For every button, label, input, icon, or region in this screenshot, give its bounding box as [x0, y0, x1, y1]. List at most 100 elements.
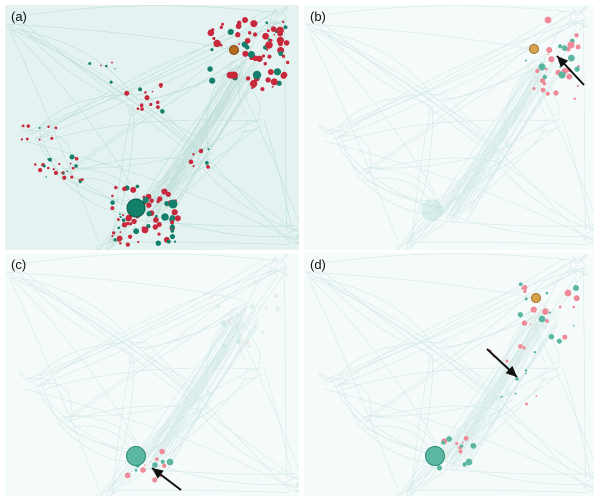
edge [435, 306, 536, 349]
edge [441, 308, 533, 464]
edge [272, 6, 288, 24]
edge [329, 9, 578, 136]
network-node [286, 60, 290, 65]
network-node [548, 311, 551, 314]
arrow-icon [486, 348, 518, 378]
network-node [518, 344, 523, 349]
network-node [441, 440, 446, 445]
network-node [46, 166, 50, 170]
network-node [280, 72, 287, 79]
network-node [74, 156, 79, 161]
network-node [545, 91, 550, 96]
network-node [235, 340, 239, 344]
edge [318, 373, 334, 384]
network-node [146, 202, 152, 208]
network-node [530, 306, 537, 313]
edge [142, 308, 234, 464]
network-node [160, 109, 165, 114]
network-node [133, 228, 140, 235]
network-node [505, 359, 509, 363]
network-node [161, 213, 169, 221]
panel-label-d: (d) [310, 257, 326, 272]
network-node [62, 172, 65, 175]
network-node [553, 90, 559, 96]
edge [442, 314, 541, 351]
edge [39, 94, 145, 128]
network-node [281, 54, 286, 58]
network-node [58, 162, 61, 166]
edge [324, 258, 565, 381]
edge [373, 177, 431, 203]
edge [305, 24, 440, 202]
panel-background [304, 5, 594, 250]
edge [290, 490, 299, 493]
edge [128, 106, 144, 116]
network-node [21, 124, 25, 128]
network-node [228, 71, 236, 79]
network-node [159, 85, 163, 88]
edge [148, 72, 239, 209]
edge [169, 324, 260, 460]
network-node [458, 449, 463, 454]
network-node [542, 74, 547, 80]
arrow-head [152, 468, 164, 479]
edge [6, 272, 141, 450]
edge [143, 314, 242, 351]
network-node [53, 170, 59, 176]
edge [153, 325, 245, 466]
network-node [66, 170, 69, 173]
panel-label-a: (a) [11, 9, 27, 24]
network-node [267, 54, 272, 59]
network-node [566, 73, 573, 80]
network-node [122, 186, 127, 192]
network-node [26, 124, 31, 128]
network-node [105, 64, 108, 68]
edge [316, 5, 577, 17]
network-node [567, 41, 575, 49]
network-node [546, 46, 553, 53]
edge [408, 129, 546, 248]
edge [133, 467, 297, 475]
network-node [198, 148, 204, 154]
network-node [146, 223, 151, 229]
panel-d: (d) [304, 253, 594, 496]
network-node [278, 51, 284, 57]
edge [241, 366, 259, 381]
edge [17, 253, 278, 265]
network-node [155, 240, 162, 246]
edge [451, 60, 543, 213]
edge [406, 241, 588, 245]
edge [589, 242, 594, 244]
edge [333, 382, 432, 456]
edge [427, 354, 443, 364]
edge [150, 79, 241, 214]
edge [15, 28, 135, 98]
edge [164, 59, 255, 208]
edge [22, 270, 299, 480]
network-node [88, 62, 92, 65]
network-node [535, 68, 540, 74]
network-node [25, 137, 29, 141]
edge [196, 159, 299, 233]
edge-layer [6, 253, 299, 496]
network-node [210, 295, 214, 299]
edge [30, 257, 279, 384]
edge [406, 354, 433, 496]
network-node [266, 48, 269, 51]
network-node [567, 54, 575, 62]
edge [449, 79, 540, 214]
network-node [170, 220, 175, 225]
edge [408, 377, 546, 496]
edge [442, 315, 533, 460]
network-node [212, 36, 216, 41]
edge [451, 308, 542, 458]
edge [432, 467, 594, 475]
network-node [538, 63, 546, 71]
network-node [247, 50, 255, 59]
edge [142, 275, 278, 452]
edge [155, 315, 246, 473]
network-node [166, 239, 171, 244]
edge [8, 24, 200, 153]
edge [235, 313, 261, 365]
edge [451, 308, 543, 461]
